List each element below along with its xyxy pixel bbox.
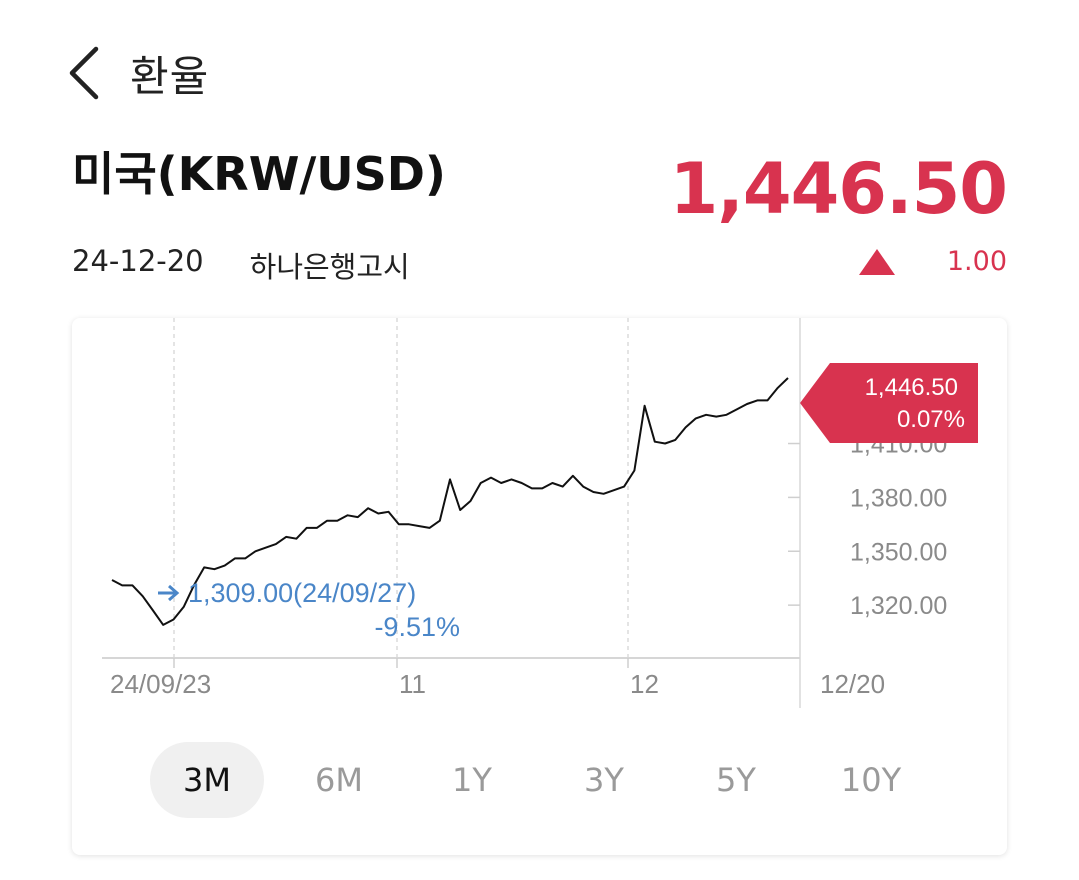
exchange-rate-chart[interactable]: 1,410.001,380.001,350.001,320.0024/09/23… — [72, 318, 1007, 718]
rate-date: 24-12-20 — [72, 244, 204, 278]
rate-change-value: 1.00 — [946, 246, 1007, 277]
rate-change: 1.00 — [858, 246, 1007, 277]
period-selector: 3M 6M 1Y 3Y 5Y 10Y — [150, 742, 986, 818]
x-tick-label: 12/20 — [820, 669, 885, 699]
y-tick-label: 1,350.00 — [850, 538, 947, 566]
y-tick-label: 1,320.00 — [850, 592, 947, 620]
period-button-10y[interactable]: 10Y — [840, 761, 902, 799]
chart-card: 1,410.00 1,380.00 1,350.00 1,320.00 24/09/23… — [72, 318, 1007, 855]
x-tick-label: 24/09/23 — [110, 669, 211, 699]
exchange-rate-value: 1,446.50 — [669, 148, 1008, 230]
current-value-label: 1,446.50 — [865, 374, 958, 401]
currency-pair-title: 미국(KRW/USD) — [72, 147, 446, 201]
x-tick-label: 11 — [399, 669, 426, 699]
current-pct-label: 0.07% — [897, 406, 965, 433]
chevron-left-icon — [69, 46, 99, 100]
page-title: 환율 — [130, 51, 210, 101]
header: 환율 — [66, 38, 209, 108]
triangle-up-icon — [858, 248, 895, 275]
back-button[interactable] — [66, 41, 106, 105]
rate-source: 하나은행고시 — [249, 250, 410, 284]
period-button-6m[interactable]: 6M — [315, 761, 363, 799]
period-button-3y[interactable]: 3Y — [584, 761, 624, 799]
low-arrow-head — [168, 584, 180, 602]
low-value-label: 1,309.00(24/09/27) — [188, 578, 416, 608]
period-button-5y[interactable]: 5Y — [716, 761, 756, 799]
rate-meta: 24-12-20 하나은행고시 — [72, 244, 410, 286]
x-tick-label: 12 — [630, 669, 659, 699]
current-value-flag — [800, 362, 978, 443]
y-tick-label: 1,380.00 — [850, 484, 947, 512]
low-pct-label: -9.51% — [374, 612, 460, 642]
period-button-3m[interactable]: 3M — [150, 742, 264, 818]
period-button-1y[interactable]: 1Y — [452, 761, 492, 799]
series-line — [111, 377, 789, 626]
